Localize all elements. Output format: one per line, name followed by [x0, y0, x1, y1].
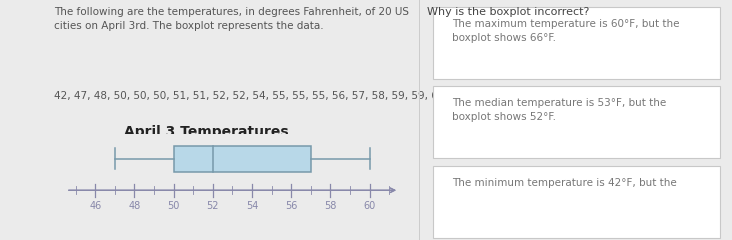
Text: 50: 50 — [168, 201, 180, 211]
Text: 48: 48 — [128, 201, 141, 211]
Text: Why is the boxplot incorrect?: Why is the boxplot incorrect? — [427, 7, 589, 17]
Text: The minimum temperature is 42°F, but the: The minimum temperature is 42°F, but the — [452, 178, 677, 188]
Text: 56: 56 — [285, 201, 297, 211]
Text: The following are the temperatures, in degrees Fahrenheit, of 20 US
cities on Ap: The following are the temperatures, in d… — [53, 7, 408, 31]
Bar — [173, 146, 311, 172]
Text: 60: 60 — [363, 201, 376, 211]
FancyBboxPatch shape — [433, 166, 720, 238]
Text: 42, 47, 48, 50, 50, 50, 51, 51, 52, 52, 54, 55, 55, 55, 56, 57, 58, 59, 59, 60: 42, 47, 48, 50, 50, 50, 51, 51, 52, 52, … — [53, 91, 444, 101]
Text: The maximum temperature is 60°F, but the
boxplot shows 66°F.: The maximum temperature is 60°F, but the… — [452, 19, 679, 43]
FancyBboxPatch shape — [433, 86, 720, 158]
Text: 52: 52 — [206, 201, 219, 211]
Text: April 3 Temperatures: April 3 Temperatures — [124, 125, 289, 139]
Text: 46: 46 — [89, 201, 102, 211]
Text: 58: 58 — [324, 201, 337, 211]
Text: 54: 54 — [246, 201, 258, 211]
FancyBboxPatch shape — [433, 7, 720, 79]
Text: The median temperature is 53°F, but the
boxplot shows 52°F.: The median temperature is 53°F, but the … — [452, 98, 666, 122]
